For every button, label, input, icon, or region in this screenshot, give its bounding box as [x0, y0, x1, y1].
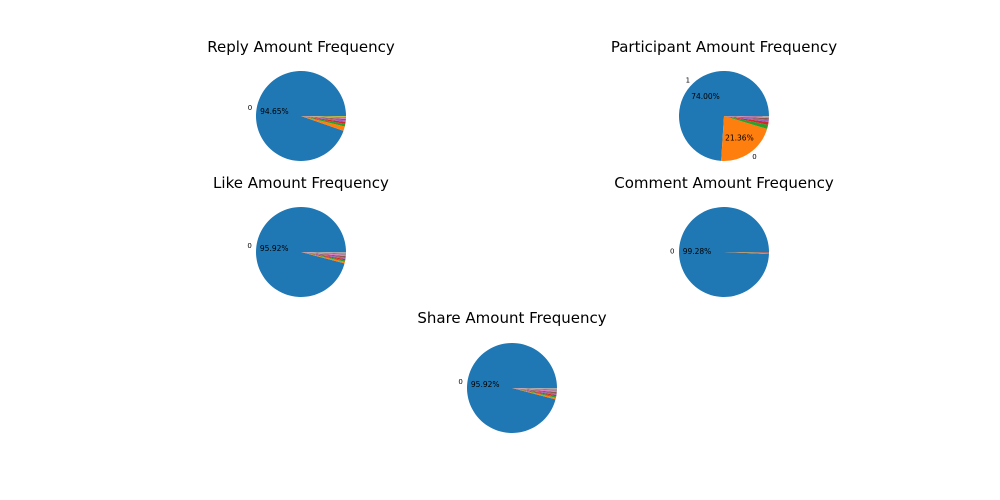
- pie-slice: [301, 252, 346, 254]
- pie-slice: [679, 71, 769, 161]
- pie-slice: [301, 252, 346, 262]
- pie-slice: [512, 388, 557, 398]
- pie-slice: [512, 388, 557, 394]
- slice-label: 0: [458, 378, 462, 386]
- slice-label: 0: [248, 104, 252, 112]
- pie-slice: [301, 252, 346, 261]
- pie-slice: [724, 252, 769, 255]
- pie-slice: [512, 388, 557, 397]
- pie-slice: [679, 206, 769, 297]
- pie-slice: [301, 252, 345, 264]
- pie-slice: [724, 116, 769, 123]
- slice-percent-label: 95.92%: [471, 380, 500, 389]
- pie-slice: [512, 388, 557, 393]
- pie-slice: [724, 116, 769, 120]
- pie-slice: [724, 116, 769, 119]
- chart-comment-amount: Comment Amount Frequency 0 99.28%: [614, 174, 834, 297]
- slice-percent-label: 95.92%: [260, 244, 289, 253]
- slice-label: 1: [686, 76, 690, 84]
- chart-title: Reply Amount Frequency: [207, 38, 395, 56]
- chart-title: Share Amount Frequency: [417, 309, 606, 327]
- pie-slice: [301, 252, 346, 257]
- pie-slice: [301, 116, 346, 117]
- pie-slice: [301, 116, 345, 131]
- pie-slice: [301, 252, 346, 255]
- pie-slice: [724, 116, 769, 117]
- chart-participant-amount: Participant Amount Frequency 174.00% 0 21.…: [611, 38, 837, 161]
- pie-slice: [724, 252, 769, 253]
- pie-slice: [724, 116, 769, 125]
- pie-slice: [256, 71, 346, 162]
- pie-slice: [724, 116, 769, 129]
- pie-slice: [301, 116, 346, 125]
- pie-slice: [301, 116, 346, 121]
- pie-slice: [301, 116, 346, 123]
- chart-share-amount: Share Amount Frequency 0 95.92%: [417, 309, 607, 433]
- pie-slice: [301, 116, 346, 118]
- slice-label: 0: [752, 153, 756, 161]
- pie-slice: [301, 116, 346, 119]
- pie-slice: [512, 388, 557, 391]
- chart-like-amount: Like Amount Frequency 0 95.92%: [213, 174, 389, 298]
- pie-slice: [512, 388, 556, 400]
- pie-slice: [255, 207, 346, 298]
- pie-slice: [301, 116, 346, 127]
- slice-label: 0: [247, 242, 251, 250]
- chart-reply-amount: Reply Amount Frequency 0 94.65%: [207, 38, 395, 162]
- chart-title: Like Amount Frequency: [213, 174, 389, 192]
- pie-slice: [512, 388, 557, 395]
- slice-percent-label: 21.36%: [725, 134, 754, 143]
- pie-slice: [512, 388, 557, 390]
- slice-percent-label: 94.65%: [260, 107, 289, 116]
- pie-slice: [721, 116, 768, 161]
- chart-title: Comment Amount Frequency: [614, 174, 834, 192]
- slice-percent-label: 74.00%: [691, 92, 720, 101]
- chart-title: Participant Amount Frequency: [611, 38, 837, 56]
- pie-slice: [301, 252, 346, 258]
- pie-slice: [301, 252, 346, 259]
- pie-slice: [467, 342, 557, 433]
- slice-label: 0: [670, 247, 674, 255]
- pie-slice: [724, 252, 769, 254]
- pie-slice: [724, 252, 769, 254]
- slice-percent-label: 99.28%: [683, 247, 712, 256]
